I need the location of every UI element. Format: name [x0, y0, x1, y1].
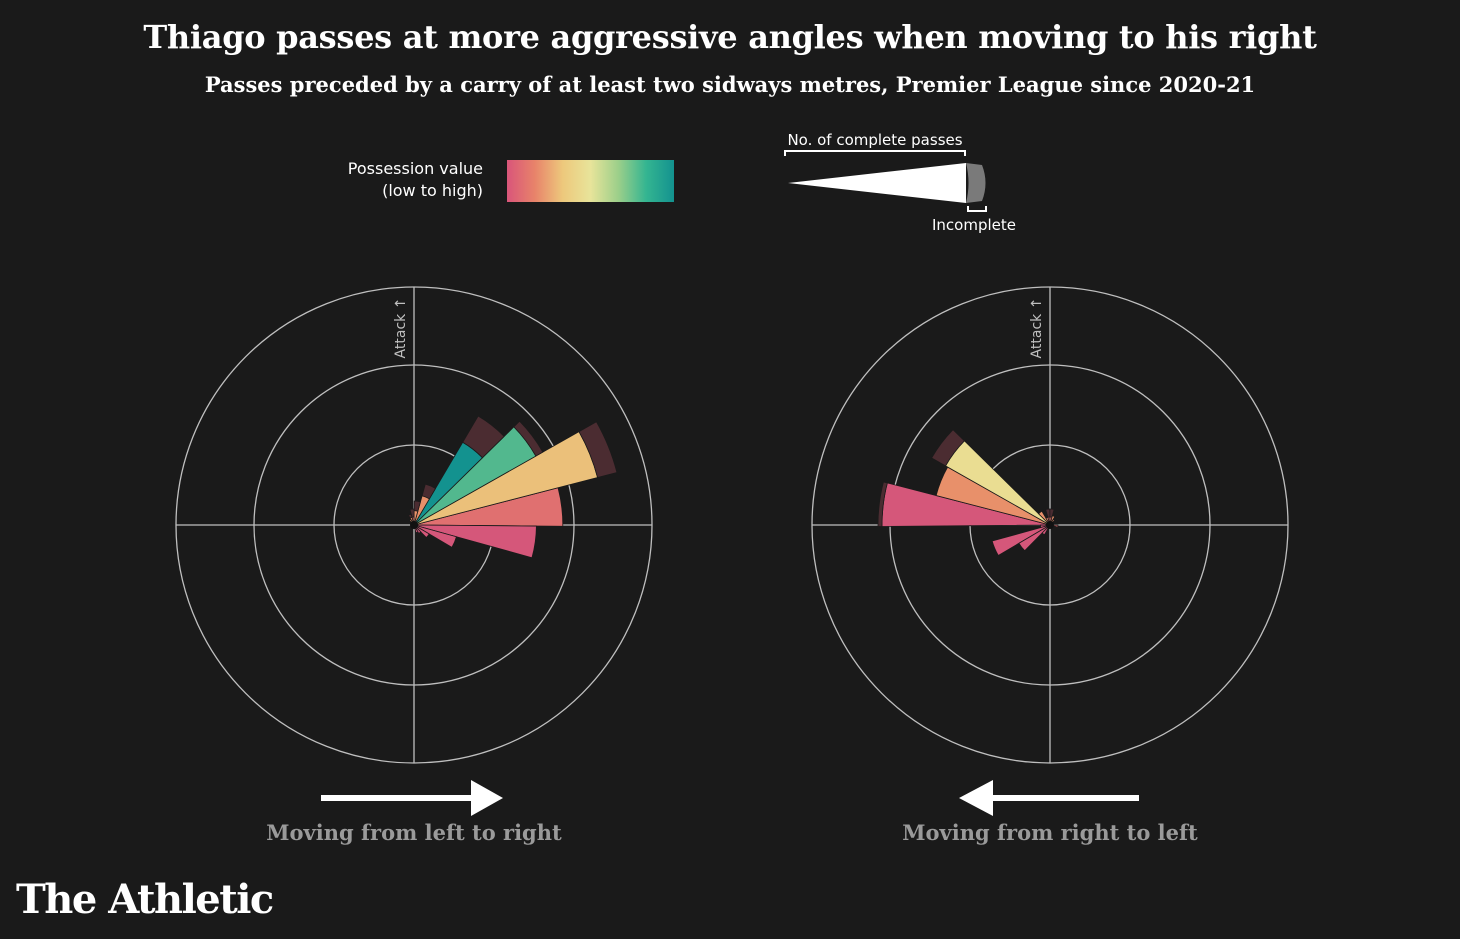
incomplete-wedge [931, 429, 965, 467]
brand-logo: The Athletic [16, 876, 274, 923]
complete-wedge [991, 524, 1051, 556]
complete-wedge-example [788, 163, 966, 203]
color-scale-gradient [507, 160, 674, 202]
incomplete-wedge [578, 421, 618, 479]
attack-axis-label: Attack ↑ [393, 298, 409, 359]
chart-title: Thiago passes at more aggressive angles … [143, 18, 1317, 56]
center-dot [1046, 521, 1054, 529]
left-arrow-icon [959, 780, 1139, 816]
incomplete-wedge [462, 415, 505, 459]
complete-wedge [1018, 524, 1051, 552]
incomplete-wedge [1045, 508, 1051, 518]
incomplete-wedge [1049, 508, 1055, 518]
incomplete-wedge-example [966, 163, 986, 203]
direction-label-left: Moving from left to right [266, 820, 562, 845]
wedge-group [877, 429, 1059, 556]
right-arrow-icon [321, 780, 503, 816]
complete-wedge [413, 524, 457, 548]
size-legend-wedge [784, 150, 987, 212]
center-dot [410, 521, 418, 529]
incomplete-wedge [407, 513, 413, 519]
color-legend-label-line2: (low to high) [382, 181, 483, 200]
incomplete-wedge [877, 481, 888, 527]
incomplete-wedge [421, 483, 437, 500]
gradient-bar [507, 160, 674, 202]
wedge-group [407, 415, 618, 559]
color-legend-label-line1: Possession value [347, 159, 483, 178]
incomplete-wedge [413, 500, 421, 512]
direction-label-right: Moving from right to left [902, 820, 1198, 845]
incomplete-legend-label: Incomplete [932, 216, 1016, 234]
complete-wedge [413, 524, 430, 539]
polar-chart-right: Attack ↑ [811, 286, 1289, 764]
color-legend-label: Possession value (low to high) [300, 158, 483, 202]
complete-bracket [784, 150, 966, 156]
incomplete-wedge [409, 508, 415, 518]
size-legend-label: No. of complete passes [787, 131, 963, 149]
chart-subtitle: Passes preceded by a carry of at least t… [204, 72, 1256, 97]
complete-wedge [1038, 510, 1051, 526]
incomplete-wedge [513, 420, 544, 457]
attack-axis-label: Attack ↑ [1029, 298, 1045, 359]
polar-chart-left: Attack ↑ [175, 286, 653, 764]
incomplete-bracket [967, 206, 987, 212]
